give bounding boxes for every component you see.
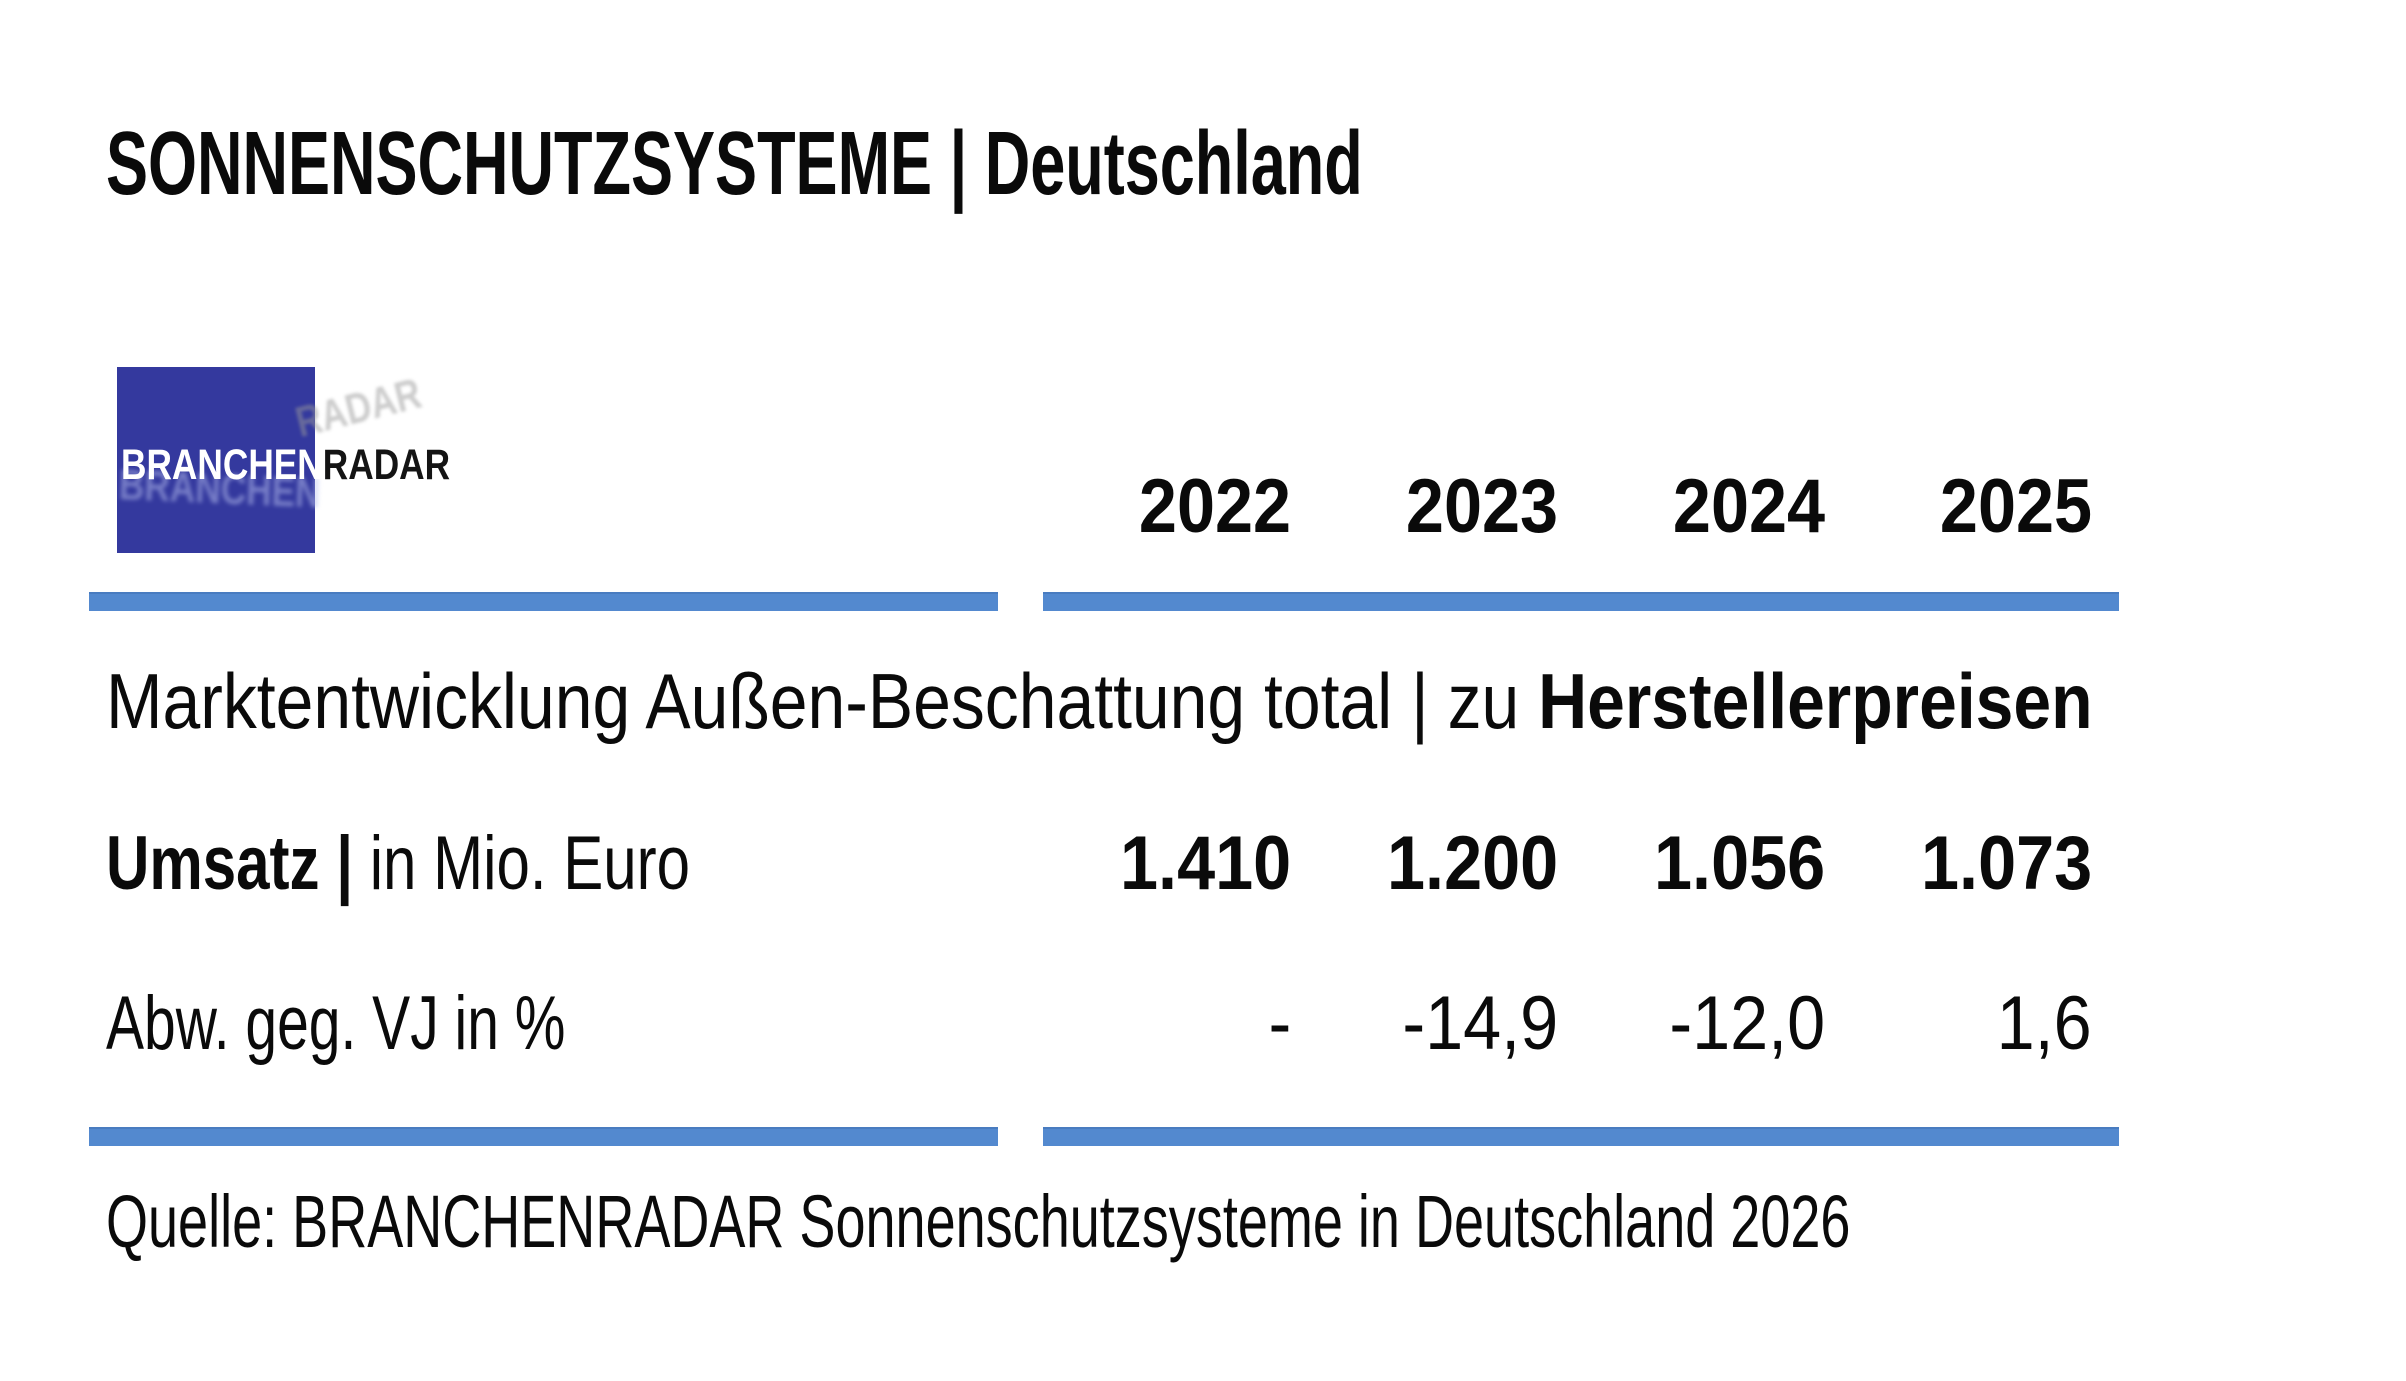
umsatz-value-2024: 1.056: [1653, 821, 1825, 906]
branchenradar-logo: BRANCHENRADAR: [121, 444, 522, 487]
year-header-2024: 2024: [1672, 464, 1825, 549]
section-title-bold: Herstellerpreisen: [1538, 657, 2093, 745]
logo-text-radar: RADAR: [322, 441, 451, 489]
page-title-text: SONNENSCHUTZSYSTEME | Deutschland: [106, 114, 1363, 214]
umsatz-value-2022: 1.410: [1119, 821, 1291, 906]
year-header-2022: 2022: [1138, 464, 1291, 549]
abweichung-value-2025: 1,6: [1996, 981, 2092, 1066]
logo-echo-radar: RADAR: [291, 370, 457, 447]
abweichung-value-2023: -14,9: [1402, 981, 1558, 1066]
divider-top-left: [89, 592, 998, 611]
section-title: Marktentwicklung Außen-Beschattung total…: [106, 662, 2389, 740]
section-title-regular: Marktentwicklung Außen-Beschattung total…: [106, 657, 1539, 745]
divider-bottom-left: [89, 1127, 998, 1146]
source-line: Quelle: BRANCHENRADAR Sonnenschutzsystem…: [106, 1180, 1851, 1263]
abweichung-value-2024: -12,0: [1669, 981, 1825, 1066]
row-values-umsatz: 1.410 1.200 1.056 1.073: [1024, 826, 2092, 902]
umsatz-value-2023: 1.200: [1386, 821, 1558, 906]
row-values-abweichung: - -14,9 -12,0 1,6: [1024, 986, 2092, 1062]
abweichung-value-2022: -: [1268, 981, 1291, 1066]
row-label-umsatz: Umsatz | in Mio. Euro: [106, 826, 845, 902]
row-label-umsatz-unit: in Mio. Euro: [369, 821, 691, 906]
umsatz-value-2025: 1.073: [1920, 821, 2092, 906]
divider-bottom-right: [1043, 1127, 2119, 1146]
year-header-row: 2022 2023 2024 2025: [1024, 469, 2092, 545]
row-label-abweichung: Abw. geg. VJ in %: [106, 981, 566, 1066]
divider-top-right: [1043, 592, 2119, 611]
page-title: SONNENSCHUTZSYSTEME | Deutschland: [106, 119, 1901, 209]
year-header-2025: 2025: [1939, 464, 2092, 549]
row-label-umsatz-bold: Umsatz |: [106, 821, 370, 906]
year-header-2023: 2023: [1405, 464, 1558, 549]
logo-text-branchen: BRANCHEN: [121, 441, 323, 489]
logo-square: [117, 367, 315, 553]
